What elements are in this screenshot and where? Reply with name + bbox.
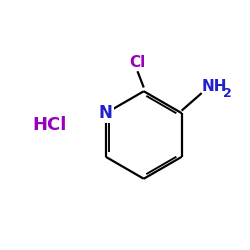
- Text: HCl: HCl: [33, 116, 67, 134]
- Text: Cl: Cl: [129, 55, 146, 70]
- Text: N: N: [99, 104, 113, 122]
- Text: NH: NH: [202, 80, 227, 94]
- Text: 2: 2: [223, 87, 232, 100]
